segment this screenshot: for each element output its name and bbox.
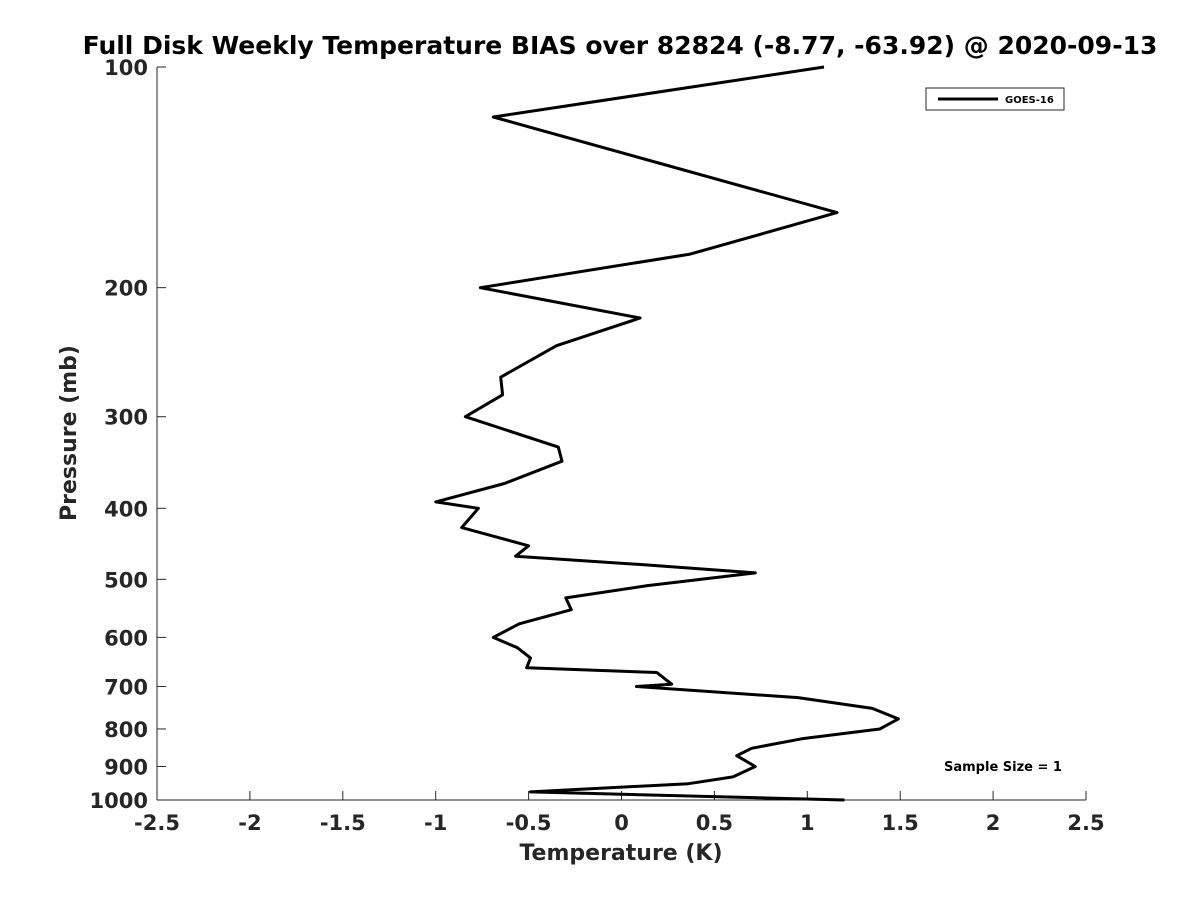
y-tick-label: 300 xyxy=(104,406,148,430)
x-tick-label: 2.5 xyxy=(1067,811,1104,835)
x-axis-label: Temperature (K) xyxy=(519,841,722,866)
x-tick-label: -1 xyxy=(424,811,447,835)
x-tick-label: -2.5 xyxy=(134,811,180,835)
y-tick-label: 400 xyxy=(104,497,148,521)
x-tick-label: -1.5 xyxy=(320,811,366,835)
y-tick-label: 700 xyxy=(104,675,148,699)
y-axis-label: Pressure (mb) xyxy=(57,345,82,521)
x-tick-label: 0 xyxy=(614,811,629,835)
legend-label: GOES-16 xyxy=(1005,95,1054,106)
x-tick-label: 1.5 xyxy=(882,811,919,835)
y-ticks: 100 200 300 400 500 600 700 800 900 1000 xyxy=(90,56,166,813)
legend: GOES-16 xyxy=(925,87,1065,111)
x-tick-label: 0.5 xyxy=(696,811,733,835)
series-line-goes-16 xyxy=(434,65,900,802)
y-tick-label: 1000 xyxy=(90,789,148,813)
chart-title: Full Disk Weekly Temperature BIAS over 8… xyxy=(83,31,1158,60)
plot-area: -2.5 -2 -1.5 -1 -0.5 0 0.5 1 1.5 2 2.5 100 200 300 40… xyxy=(90,56,1105,835)
x-ticks: -2.5 -2 -1.5 -1 -0.5 0 0.5 1 1.5 2 2.5 xyxy=(134,791,1105,835)
y-tick-label: 500 xyxy=(104,568,148,592)
y-tick-label: 100 xyxy=(104,56,148,80)
x-tick-label: 2 xyxy=(986,811,1001,835)
y-tick-label: 800 xyxy=(104,718,148,742)
sample-size-note: Sample Size = 1 xyxy=(944,760,1062,775)
y-tick-label: 900 xyxy=(104,755,148,779)
series-layer xyxy=(434,65,900,802)
x-tick-label: 1 xyxy=(800,811,815,835)
x-tick-label: -2 xyxy=(238,811,261,835)
x-tick-label: -0.5 xyxy=(506,811,552,835)
y-tick-label: 600 xyxy=(104,626,148,650)
y-tick-label: 200 xyxy=(104,277,148,301)
